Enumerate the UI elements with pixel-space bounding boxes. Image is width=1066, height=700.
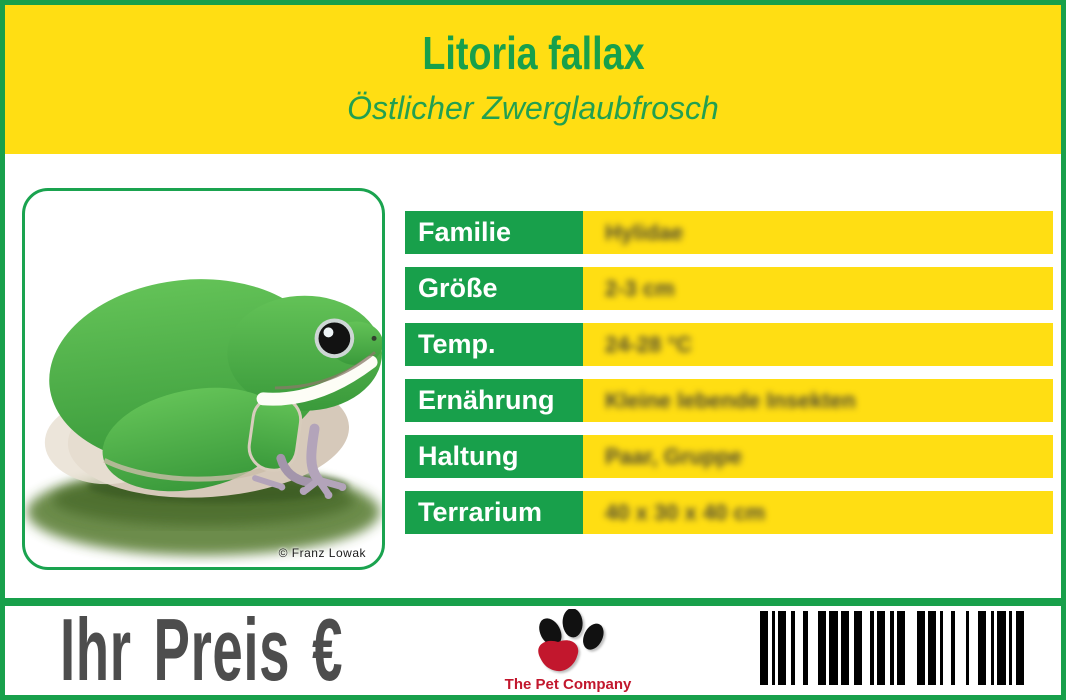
barcode-space [943,611,951,685]
barcode-bar [791,611,795,685]
row-value-temp: 24-28 °C [583,323,1053,366]
barcode-bar [890,611,894,685]
row-value-haltung: Paar, Gruppe [583,435,1053,478]
row-label-groesse: Größe [405,267,583,310]
barcode-bar [997,611,1006,685]
barcode-bar [853,611,863,685]
page-subtitle: Östlicher Zwerglaubfrosch [347,90,719,126]
barcode-bar [939,611,944,685]
barcode-space [795,611,803,685]
barcode-bar [870,611,874,685]
price-label: Ihr Preis € [60,600,344,699]
barcode-space [905,611,917,685]
frog-photo [26,279,382,556]
table-row: Ernährung Kleine lebende Insekten [405,379,1053,422]
barcode [760,611,1024,685]
row-value-ernaehrung: Kleine lebende Insekten [583,379,1053,422]
barcode-bar [829,611,838,685]
barcode-space [969,611,977,685]
table-row: Temp. 24-28 °C [405,323,1053,366]
barcode-bar [840,611,850,685]
barcode-space [955,611,967,685]
table-row: Familie Hylidae [405,211,1053,254]
barcode-bar [896,611,906,685]
barcode-space [862,611,870,685]
row-label-haltung: Haltung [405,435,583,478]
row-value-terrarium: 40 x 30 x 40 cm [583,491,1053,534]
barcode-bar [928,611,937,685]
pet-company-logo: The Pet Company [503,609,633,693]
barcode-bar [990,611,995,685]
table-row: Haltung Paar, Gruppe [405,435,1053,478]
row-label-temp: Temp. [405,323,583,366]
table-row: Größe 2-3 cm [405,267,1053,310]
table-row: Terrarium 40 x 30 x 40 cm [405,491,1053,534]
barcode-bar [771,611,775,685]
row-label-familie: Familie [405,211,583,254]
barcode-bar [951,611,955,685]
barcode-bar [802,611,808,685]
barcode-bar [1015,611,1024,685]
barcode-bar [966,611,970,685]
paw-print-icon [538,609,604,672]
header: Litoria fallax Östlicher Zwerglaubfrosch [5,5,1061,154]
row-value-groesse: 2-3 cm [583,267,1053,310]
barcode-space [808,611,818,685]
barcode-bar [817,611,826,685]
row-label-ernaehrung: Ernährung [405,379,583,422]
barcode-bar [760,611,769,685]
animal-photo-frame: © Franz Lowak [22,188,385,570]
page-title: Litoria fallax [421,27,645,79]
barcode-bar [916,611,925,685]
barcode-bar [877,611,886,685]
barcode-bar [1009,611,1013,685]
company-name: The Pet Company [504,676,632,693]
barcode-bar [778,611,787,685]
row-label-terrarium: Terrarium [405,491,583,534]
footer-divider [5,598,1061,606]
photo-credit: © Franz Lowak [278,546,366,560]
barcode-bar [977,611,986,685]
row-value-familie: Hylidae [583,211,1053,254]
